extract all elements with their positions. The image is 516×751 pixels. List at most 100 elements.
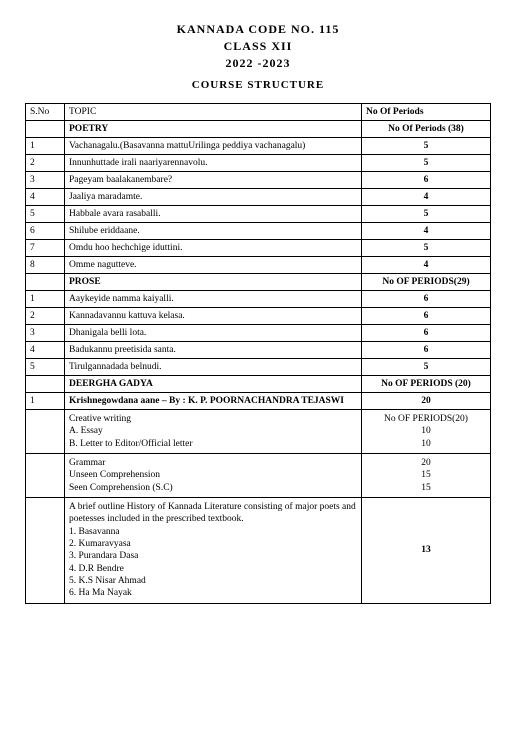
history-item: 4. D.R Bendre xyxy=(69,563,357,575)
row-periods: 4 xyxy=(362,223,491,240)
deergha-title: DEERGHA GADYA xyxy=(65,376,362,393)
header-periods: No Of Periods xyxy=(362,104,491,121)
table-row: 4Badukannu preetisida santa.6 xyxy=(26,342,491,359)
course-structure-table: S.No TOPIC No Of Periods POETRY No Of Pe… xyxy=(25,103,491,604)
history-item: 2. Kumaravyasa xyxy=(69,538,357,550)
grammar-topic: Grammar Unseen Comprehension Seen Compre… xyxy=(65,454,362,498)
prose-title: PROSE xyxy=(65,274,362,291)
creative-b: B. Letter to Editor/Official letter xyxy=(69,438,357,450)
creative-periods: No OF PERIODS(20) 10 10 xyxy=(362,410,491,454)
row-periods: 6 xyxy=(362,308,491,325)
history-intro: A brief outline History of Kannada Liter… xyxy=(69,501,357,526)
history-item: 1. Basavanna xyxy=(69,526,357,538)
table-row: 8Omme nagutteve.4 xyxy=(26,257,491,274)
row-periods: 5 xyxy=(362,155,491,172)
table-row: 2Kannadavannu kattuva kelasa.6 xyxy=(26,308,491,325)
row-periods: 6 xyxy=(362,172,491,189)
grammar-label: Grammar xyxy=(69,457,357,469)
poetry-title: POETRY xyxy=(65,121,362,138)
row-topic: Omdu hoo hechchige iduttini. xyxy=(65,240,362,257)
row-topic: Badukannu preetisida santa. xyxy=(65,342,362,359)
grammar-seen: Seen Comprehension (S.C) xyxy=(69,482,357,494)
deergha-row: 1 Krishnegowdana aane – By : K. P. POORN… xyxy=(26,393,491,410)
title-year: 2022 -2023 xyxy=(25,56,491,71)
title-structure: COURSE STRUCTURE xyxy=(25,79,491,91)
grammar-u-periods: 15 xyxy=(366,469,486,481)
row-topic: Aaykeyide namma kaiyalli. xyxy=(65,291,362,308)
row-periods: 6 xyxy=(362,325,491,342)
table-row: 3Dhanigala belli lota.6 xyxy=(26,325,491,342)
grammar-row: Grammar Unseen Comprehension Seen Compre… xyxy=(26,454,491,498)
table-row: 6Shilube eriddaane.4 xyxy=(26,223,491,240)
row-periods: 5 xyxy=(362,359,491,376)
row-topic: Habbale avara rasaballi. xyxy=(65,206,362,223)
table-row: 5Habbale avara rasaballi.5 xyxy=(26,206,491,223)
prose-section-header: PROSE No OF PERIODS(29) xyxy=(26,274,491,291)
row-sno: 4 xyxy=(26,342,65,359)
row-topic: Dhanigala belli lota. xyxy=(65,325,362,342)
row-periods: 4 xyxy=(362,257,491,274)
table-row: 1Aaykeyide namma kaiyalli.6 xyxy=(26,291,491,308)
table-row: 3Pageyam baalakanembare?6 xyxy=(26,172,491,189)
row-topic: Jaaliya maradamte. xyxy=(65,189,362,206)
row-topic: Omme nagutteve. xyxy=(65,257,362,274)
grammar-periods: 20 15 15 xyxy=(362,454,491,498)
creative-b-periods: 10 xyxy=(366,438,486,450)
row-sno: 5 xyxy=(26,206,65,223)
history-item: 6. Ha Ma Nayak xyxy=(69,587,357,599)
row-sno: 6 xyxy=(26,223,65,240)
table-row: 2Innunhuttade irali naariyarennavolu.5 xyxy=(26,155,491,172)
history-row: A brief outline History of Kannada Liter… xyxy=(26,498,491,604)
row-periods: 5 xyxy=(362,206,491,223)
deergha-periods-label: No OF PERIODS (20) xyxy=(362,376,491,393)
row-sno: 4 xyxy=(26,189,65,206)
creative-label: Creative writing xyxy=(69,413,357,425)
history-periods: 13 xyxy=(362,498,491,604)
row-sno: 3 xyxy=(26,325,65,342)
row-topic: Kannadavannu kattuva kelasa. xyxy=(65,308,362,325)
row-sno: 2 xyxy=(26,155,65,172)
header-sno: S.No xyxy=(26,104,65,121)
creative-a-periods: 10 xyxy=(366,425,486,437)
table-row: 4Jaaliya maradamte.4 xyxy=(26,189,491,206)
title-code: KANNADA CODE NO. 115 xyxy=(25,22,491,37)
poetry-section-header: POETRY No Of Periods (38) xyxy=(26,121,491,138)
row-topic: Vachanagalu.(Basavanna mattuUrilinga ped… xyxy=(65,138,362,155)
creative-topic: Creative writing A. Essay B. Letter to E… xyxy=(65,410,362,454)
title-class: CLASS XII xyxy=(25,39,491,54)
row-topic: Shilube eriddaane. xyxy=(65,223,362,240)
history-topic: A brief outline History of Kannada Liter… xyxy=(65,498,362,604)
table-header-row: S.No TOPIC No Of Periods xyxy=(26,104,491,121)
creative-a: A. Essay xyxy=(69,425,357,437)
row-sno: 1 xyxy=(26,138,65,155)
history-item: 5. K.S Nisar Ahmad xyxy=(69,575,357,587)
deergha-periods: 20 xyxy=(362,393,491,410)
row-periods: 4 xyxy=(362,189,491,206)
row-sno: 3 xyxy=(26,172,65,189)
row-periods: 6 xyxy=(362,342,491,359)
table-row: 7Omdu hoo hechchige iduttini.5 xyxy=(26,240,491,257)
deergha-section-header: DEERGHA GADYA No OF PERIODS (20) xyxy=(26,376,491,393)
row-periods: 6 xyxy=(362,291,491,308)
deergha-sno: 1 xyxy=(26,393,65,410)
row-periods: 5 xyxy=(362,138,491,155)
poetry-periods-label: No Of Periods (38) xyxy=(362,121,491,138)
grammar-unseen: Unseen Comprehension xyxy=(69,469,357,481)
row-sno: 5 xyxy=(26,359,65,376)
row-sno: 1 xyxy=(26,291,65,308)
row-topic: Tirulgannadada belnudi. xyxy=(65,359,362,376)
row-sno: 8 xyxy=(26,257,65,274)
table-row: 5Tirulgannadada belnudi.5 xyxy=(26,359,491,376)
table-row: 1Vachanagalu.(Basavanna mattuUrilinga pe… xyxy=(26,138,491,155)
prose-periods-label: No OF PERIODS(29) xyxy=(362,274,491,291)
row-periods: 5 xyxy=(362,240,491,257)
row-sno: 2 xyxy=(26,308,65,325)
row-sno: 7 xyxy=(26,240,65,257)
document-header: KANNADA CODE NO. 115 CLASS XII 2022 -202… xyxy=(25,22,491,91)
deergha-topic: Krishnegowdana aane – By : K. P. POORNAC… xyxy=(65,393,362,410)
row-topic: Innunhuttade irali naariyarennavolu. xyxy=(65,155,362,172)
grammar-g-periods: 20 xyxy=(366,457,486,469)
creative-periods-label: No OF PERIODS(20) xyxy=(366,413,486,425)
row-topic: Pageyam baalakanembare? xyxy=(65,172,362,189)
creative-writing-row: Creative writing A. Essay B. Letter to E… xyxy=(26,410,491,454)
